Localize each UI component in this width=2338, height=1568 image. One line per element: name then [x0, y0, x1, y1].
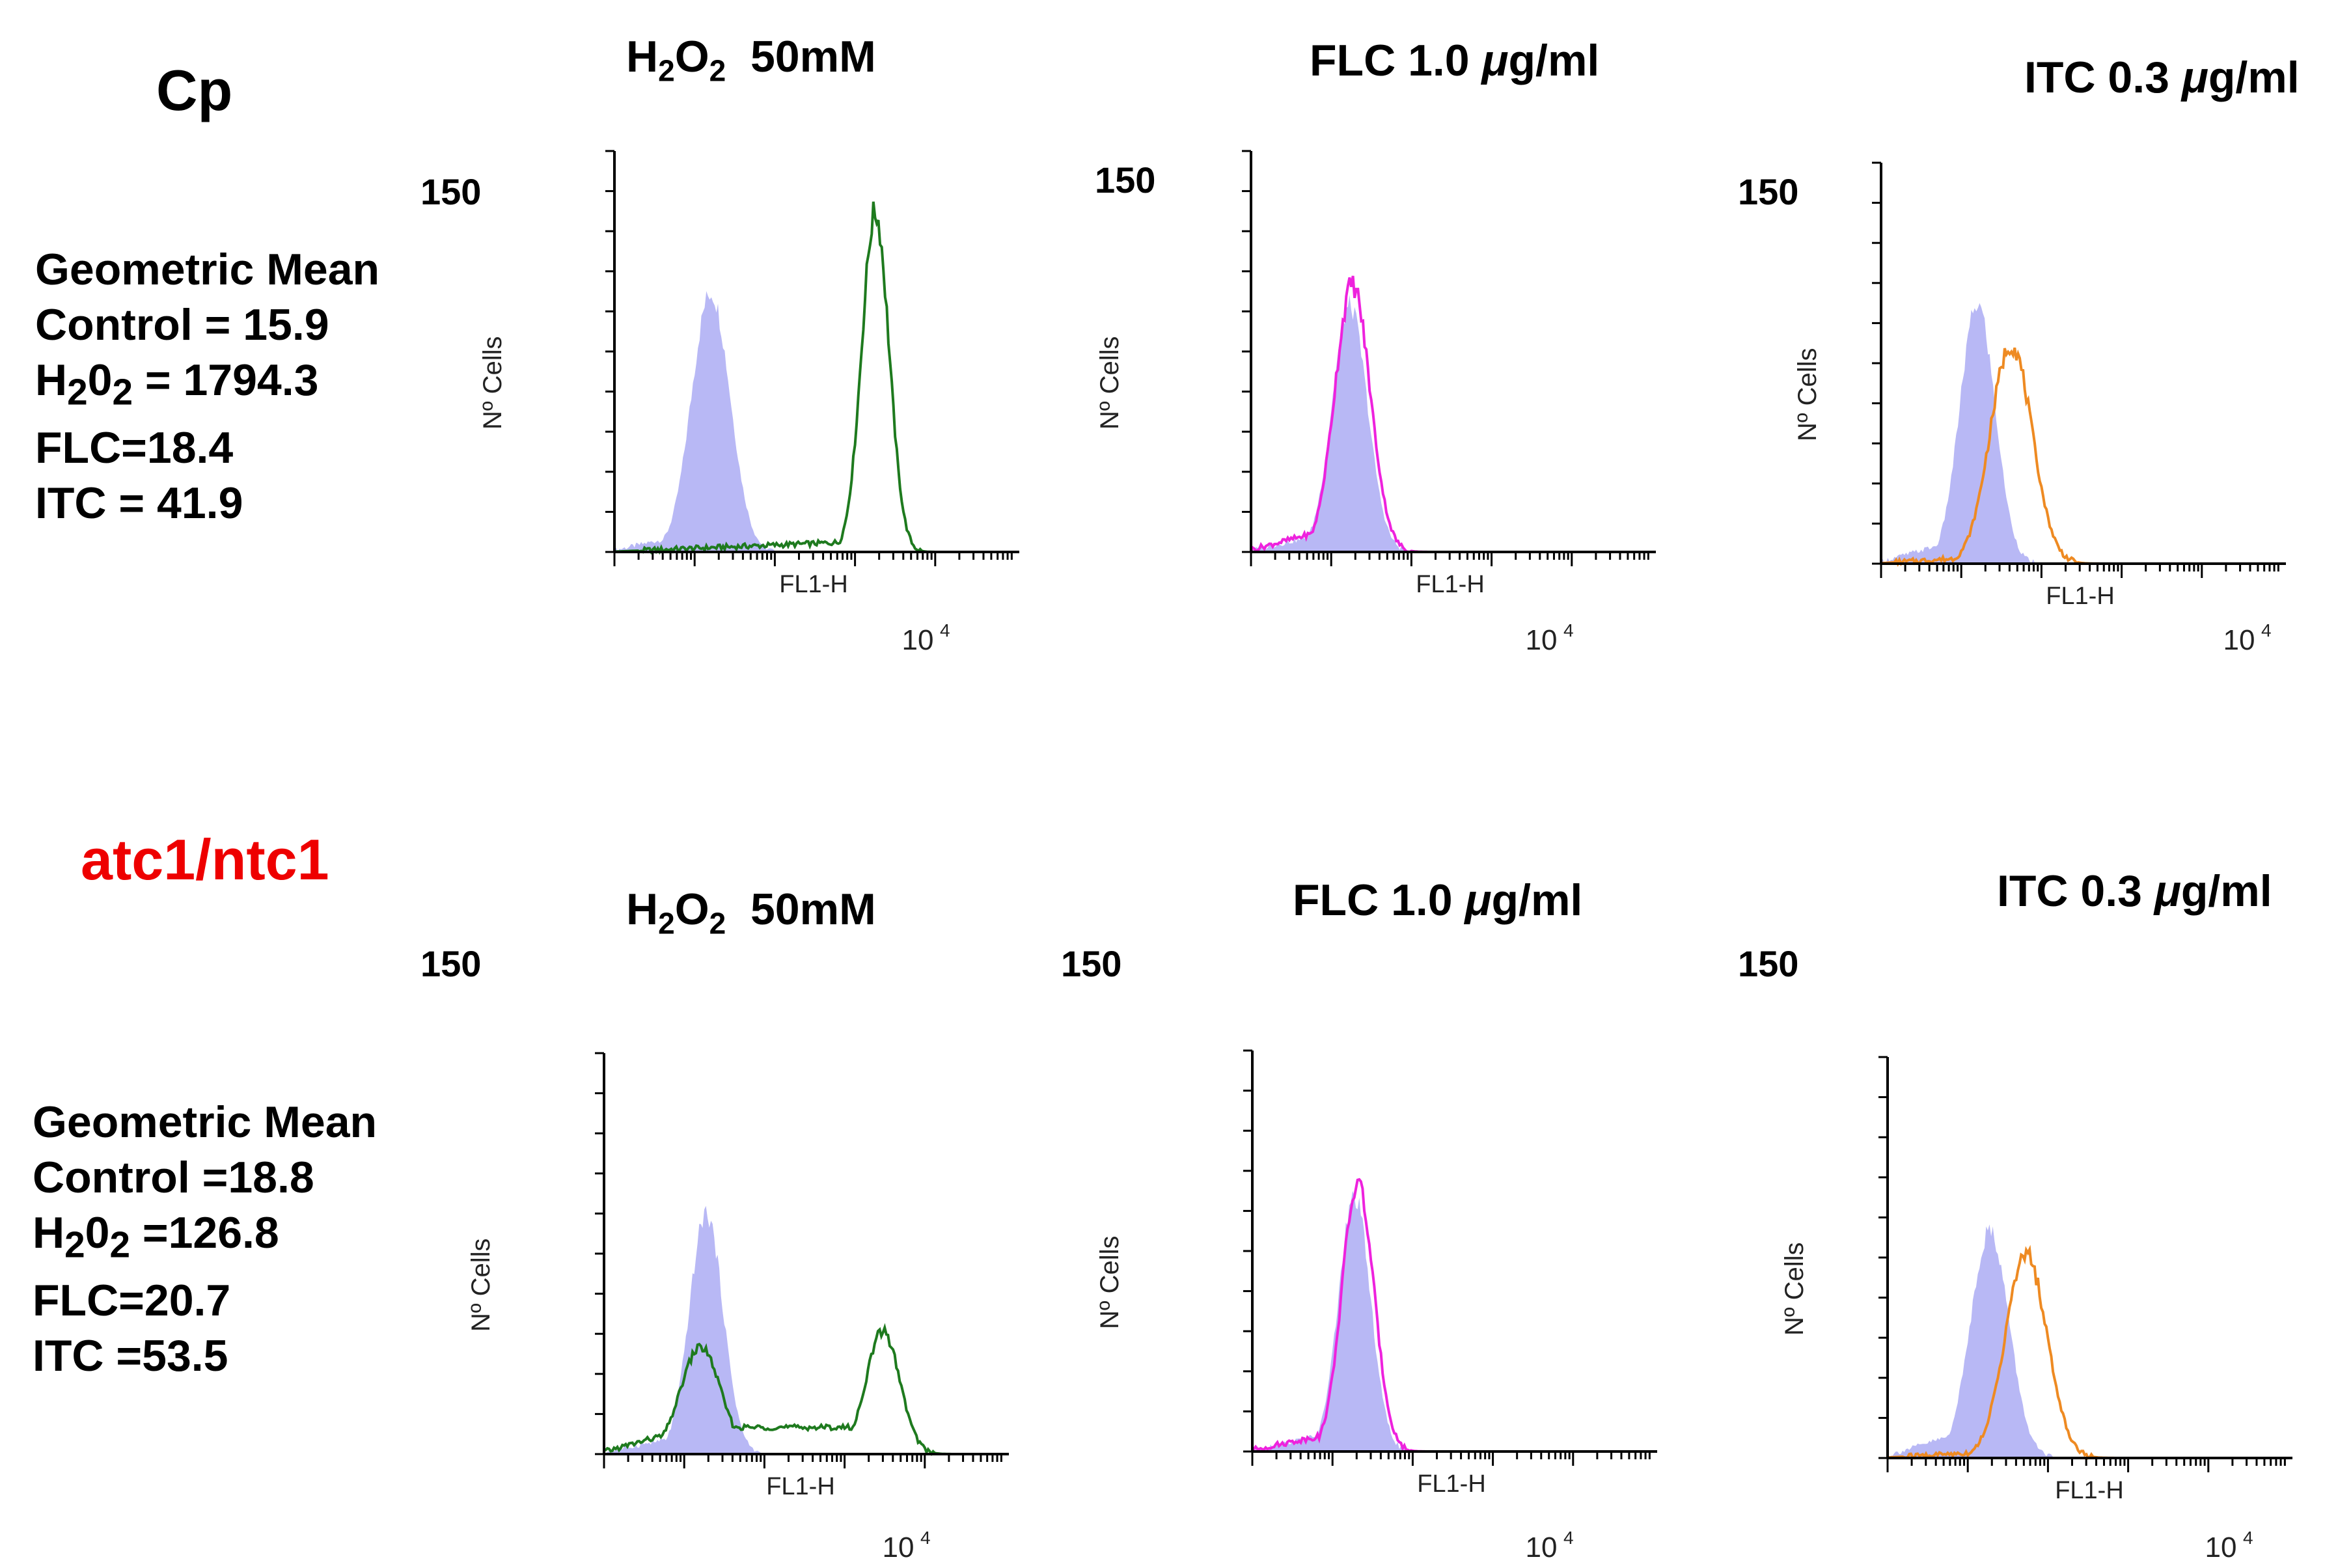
stats-h2o2: H202 = 1794.3 — [35, 355, 319, 413]
treatment-histogram-line — [614, 201, 1015, 555]
control-histogram-fill — [1251, 295, 1652, 552]
panel-title-h2o2: H2O2 50mM — [626, 885, 876, 941]
y-axis-label: Nº Cells — [1095, 1235, 1124, 1329]
x-axis-label: FL1-H — [1417, 1470, 1486, 1498]
y-axis-label: Nº Cells — [478, 336, 507, 430]
stats-flc: FLC=18.4 — [35, 422, 234, 473]
x-decade-exponent: 4 — [2261, 620, 2272, 640]
x-decade-exponent: 4 — [1563, 1528, 1574, 1548]
x-decade-exponent: 4 — [940, 620, 950, 640]
stats-control: Control = 15.9 — [35, 300, 329, 350]
y-axis-label: Nº Cells — [1095, 336, 1124, 430]
x-decade-label: 10 — [1526, 1532, 1558, 1563]
x-decade-exponent: 4 — [1563, 620, 1574, 640]
panel-title-h2o2: H2O2 50mM — [626, 32, 876, 88]
x-decade-label: 10 — [2205, 1532, 2237, 1563]
x-decade-label: 10 — [1526, 624, 1558, 656]
stats-h2o2: H202 =126.8 — [33, 1208, 279, 1266]
stats-flc: FLC=20.7 — [33, 1275, 231, 1325]
x-axis-label: FL1-H — [1416, 571, 1485, 598]
y-axis-label: Nº Cells — [1793, 348, 1822, 441]
y-max-label: 150 — [1061, 943, 1122, 984]
stats-heading: Geometric Mean — [35, 245, 380, 294]
stats-heading: Geometric Mean — [33, 1097, 378, 1147]
control-histogram-fill — [604, 1205, 1005, 1454]
x-decade-exponent: 4 — [2243, 1528, 2253, 1548]
treatment-histogram-line — [1250, 275, 1652, 554]
y-max-label: 150 — [1738, 171, 1799, 212]
y-max-label: 150 — [1738, 943, 1799, 984]
x-axis-label: FL1-H — [2046, 583, 2115, 610]
control-histogram-fill — [1252, 1190, 1653, 1451]
x-decade-label: 10 — [902, 624, 934, 656]
control-histogram-fill — [614, 291, 1015, 552]
treatment-histogram-line — [603, 1323, 1005, 1456]
y-axis-label: Nº Cells — [1780, 1242, 1809, 1336]
y-max-label: 150 — [420, 171, 482, 212]
x-axis-label: FL1-H — [766, 1473, 835, 1500]
x-decade-exponent: 4 — [920, 1528, 931, 1548]
x-axis-label: FL1-H — [2055, 1477, 2124, 1504]
control-histogram-fill — [1888, 1224, 2289, 1458]
y-max-label: 150 — [1095, 159, 1156, 200]
y-max-label: 150 — [420, 943, 482, 984]
control-histogram-fill — [1881, 303, 2282, 564]
x-decade-label: 10 — [2223, 624, 2255, 656]
x-decade-label: 10 — [883, 1532, 915, 1563]
x-axis-label: FL1-H — [779, 571, 848, 598]
stats-block-cp: Geometric Mean Control = 15.9 H202 = 179… — [35, 242, 379, 531]
y-axis-label: Nº Cells — [467, 1238, 495, 1332]
treatment-histogram-line — [1887, 1245, 2289, 1460]
stats-block-mutant: Geometric Mean Control =18.8 H202 =126.8… — [33, 1095, 377, 1384]
panel-title-itc: ITC 0.3 μg/ml — [2024, 53, 2300, 102]
strain-label-mutant: atc1/ntc1 — [81, 827, 329, 892]
panel-title-flc: FLC 1.0 μg/ml — [1310, 36, 1600, 85]
panel-title-itc: ITC 0.3 μg/ml — [1997, 866, 2272, 916]
stats-itc: ITC =53.5 — [33, 1330, 228, 1381]
panel-title-flc: FLC 1.0 μg/ml — [1293, 875, 1583, 925]
stats-control: Control =18.8 — [33, 1153, 314, 1202]
stats-itc: ITC = 41.9 — [35, 478, 243, 528]
strain-label-cp: Cp — [156, 58, 233, 122]
treatment-histogram-line — [1251, 1177, 1653, 1453]
